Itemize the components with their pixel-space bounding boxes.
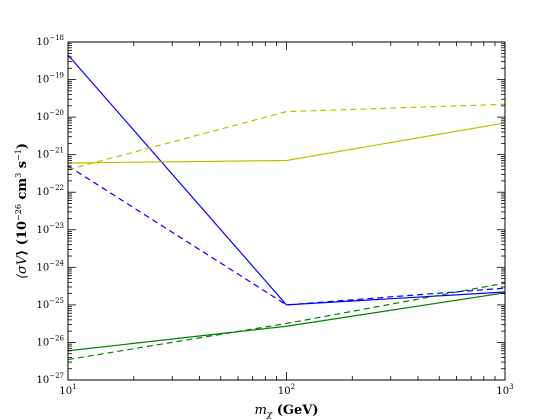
x-tick-label: 102	[278, 383, 295, 397]
y-axis-label: ⟨σV⟩ (10−26 cm3 s−1)	[14, 143, 30, 279]
y-tick-label: 10−24	[36, 259, 64, 273]
ticks-layer: 101 102 103 10−27 10−26 10−25 10−24 10−23 10−22 1…	[36, 34, 513, 397]
y-tick-label: 10−18	[36, 34, 64, 48]
y-tick-label: 10−26	[36, 334, 64, 348]
plot-frame	[67, 41, 506, 381]
y-tick-label: 10−23	[36, 222, 64, 236]
series-layer	[67, 54, 506, 361]
y-tick-label: 10−19	[36, 72, 64, 86]
series-line-1	[67, 54, 506, 306]
series-line-5	[67, 292, 506, 352]
y-tick-label: 10−21	[36, 147, 64, 161]
series-line-3	[67, 122, 506, 164]
y-tick-label: 10−22	[36, 184, 64, 198]
y-tick-label: 10−25	[36, 297, 64, 311]
series-line-2	[67, 165, 506, 306]
series-line-4	[67, 103, 506, 171]
x-tick-label: 101	[59, 383, 76, 397]
x-axis-label: mχ (GeV)	[254, 403, 318, 420]
x-tick-label: 103	[496, 383, 513, 397]
series-line-6	[67, 282, 506, 361]
y-tick-label: 10−20	[36, 109, 64, 123]
y-tick-label: 10−27	[36, 372, 64, 386]
